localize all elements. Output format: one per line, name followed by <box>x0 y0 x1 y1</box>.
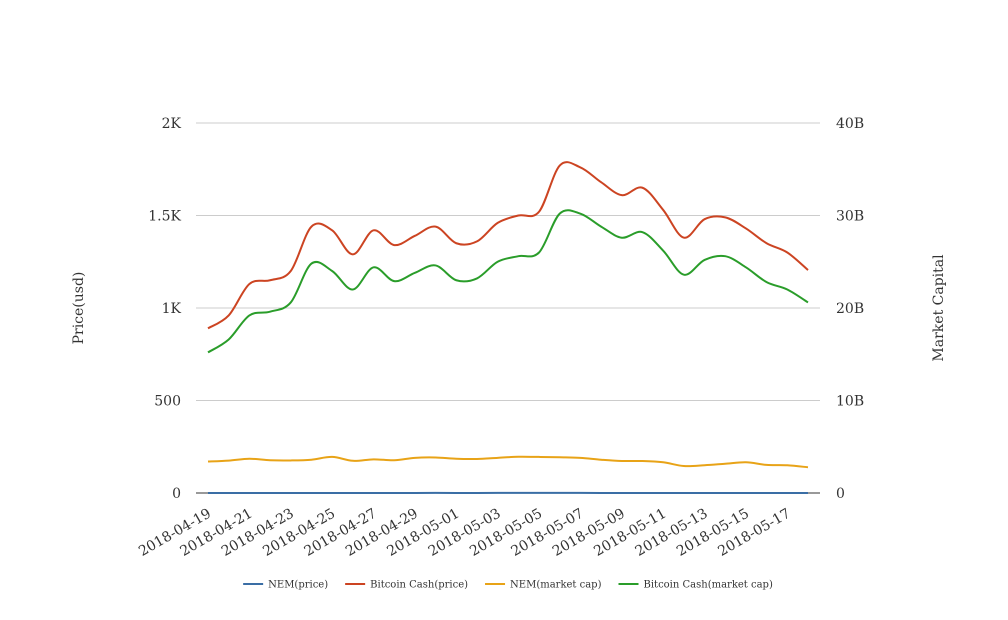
y-tick-label-left: 1.5K <box>148 209 181 225</box>
x-axis: 2018-04-192018-04-212018-04-232018-04-25… <box>136 506 793 560</box>
y-tick-label-right: 0 <box>836 486 845 502</box>
legend-label-bitcoin-cash-price: Bitcoin Cash(price) <box>370 580 468 591</box>
y-tick-label-right: 30B <box>836 209 864 225</box>
y-tick-label-right: 10B <box>836 394 864 410</box>
y-tick-label-left: 1K <box>162 301 182 317</box>
y-axis-right-title: Market Capital <box>931 254 947 362</box>
y-axis-left: 0 500 1K 1.5K 2K <box>148 116 181 502</box>
legend-label-bitcoin-cash-market-cap: Bitcoin Cash(market cap) <box>644 580 773 591</box>
series-line-nem-market-cap <box>208 457 808 468</box>
y-tick-label-left: 2K <box>162 116 182 132</box>
series-line-bitcoin-cash-price <box>208 162 808 328</box>
legend-label-nem-price: NEM(price) <box>268 580 328 591</box>
y-axis-left-title: Price(usd) <box>71 272 87 345</box>
series-line-bitcoin-cash-market-cap <box>208 210 808 352</box>
legend: NEM(price) Bitcoin Cash(price) NEM(market … <box>243 580 773 591</box>
series-lines <box>208 162 808 493</box>
legend-label-nem-market-cap: NEM(market cap) <box>510 580 602 591</box>
y-tick-label-right: 20B <box>836 301 864 317</box>
y-tick-label-left: 500 <box>154 394 181 410</box>
y-tick-label-left: 0 <box>172 486 181 502</box>
y-axis-right: 0 10B 20B 30B 40B <box>836 116 864 502</box>
grid-lines <box>196 123 820 493</box>
y-tick-label-right: 40B <box>836 116 864 132</box>
